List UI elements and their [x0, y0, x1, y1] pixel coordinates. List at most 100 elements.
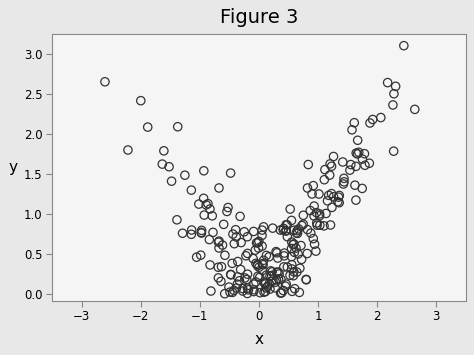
- Point: [262, 289, 269, 294]
- Point: [289, 242, 297, 247]
- Point: [288, 254, 295, 260]
- Point: [227, 272, 235, 277]
- Point: [283, 222, 290, 228]
- Point: [275, 276, 283, 282]
- Point: [215, 185, 223, 191]
- Point: [320, 223, 328, 229]
- Point: [215, 238, 223, 244]
- Point: [198, 228, 205, 233]
- Point: [316, 213, 323, 219]
- Point: [389, 102, 397, 108]
- Point: [188, 187, 195, 193]
- Point: [282, 283, 289, 289]
- Point: [306, 208, 314, 213]
- Point: [304, 185, 311, 191]
- Point: [158, 161, 166, 167]
- Point: [215, 275, 222, 281]
- Point: [258, 243, 266, 249]
- Point: [336, 193, 343, 198]
- Point: [267, 268, 274, 274]
- Point: [234, 259, 242, 264]
- Point: [304, 162, 312, 167]
- Point: [288, 266, 295, 272]
- Point: [269, 225, 276, 231]
- Point: [266, 273, 274, 279]
- Point: [334, 199, 342, 204]
- Point: [259, 261, 266, 267]
- Point: [283, 228, 290, 234]
- Point: [254, 263, 261, 269]
- Point: [330, 194, 337, 200]
- Point: [300, 212, 307, 218]
- Point: [227, 272, 235, 278]
- Point: [310, 183, 317, 189]
- Point: [236, 278, 243, 284]
- X-axis label: x: x: [255, 332, 264, 347]
- Point: [254, 240, 262, 246]
- Point: [201, 212, 208, 218]
- Point: [294, 251, 302, 257]
- Point: [258, 268, 266, 273]
- Point: [335, 194, 342, 200]
- Point: [220, 222, 228, 227]
- Point: [219, 242, 226, 248]
- Point: [313, 222, 321, 228]
- Point: [324, 198, 331, 204]
- Point: [293, 228, 301, 234]
- Point: [325, 192, 332, 198]
- Point: [339, 159, 346, 165]
- Point: [354, 137, 362, 143]
- Point: [283, 281, 290, 287]
- Point: [359, 156, 366, 162]
- Point: [361, 151, 368, 157]
- Point: [259, 262, 267, 268]
- Point: [260, 257, 267, 263]
- Point: [377, 115, 384, 120]
- Point: [223, 209, 231, 214]
- Point: [322, 211, 330, 216]
- Point: [327, 222, 334, 228]
- Point: [262, 285, 270, 291]
- Point: [262, 279, 270, 285]
- Point: [255, 264, 263, 270]
- Point: [272, 249, 280, 255]
- Point: [230, 241, 238, 246]
- Point: [347, 162, 355, 168]
- Point: [290, 273, 297, 279]
- Point: [274, 269, 282, 275]
- Point: [265, 254, 273, 260]
- Point: [288, 239, 296, 245]
- Point: [275, 271, 283, 277]
- Point: [291, 250, 298, 255]
- Point: [254, 262, 261, 267]
- Point: [288, 246, 295, 251]
- Point: [280, 264, 288, 270]
- Point: [207, 288, 215, 294]
- Point: [229, 290, 237, 295]
- Point: [296, 266, 304, 271]
- Point: [198, 230, 205, 236]
- Point: [358, 186, 366, 191]
- Point: [283, 234, 291, 240]
- Point: [264, 284, 271, 289]
- Point: [258, 233, 266, 238]
- Point: [384, 80, 392, 86]
- Point: [277, 290, 284, 296]
- Point: [228, 261, 236, 266]
- Point: [326, 161, 334, 167]
- Point: [352, 197, 360, 203]
- Point: [249, 256, 257, 261]
- Point: [352, 164, 360, 169]
- Point: [233, 285, 240, 291]
- Point: [273, 277, 280, 283]
- Point: [242, 253, 250, 259]
- Point: [278, 290, 285, 296]
- Point: [288, 289, 296, 294]
- Point: [279, 227, 287, 233]
- Point: [346, 167, 354, 173]
- Point: [206, 206, 214, 212]
- Point: [209, 213, 216, 219]
- Point: [283, 222, 291, 228]
- Point: [200, 196, 208, 201]
- Point: [307, 230, 315, 236]
